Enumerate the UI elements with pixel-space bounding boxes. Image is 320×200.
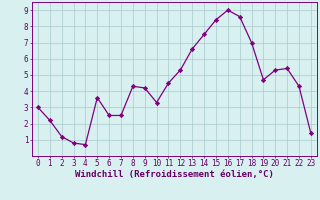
X-axis label: Windchill (Refroidissement éolien,°C): Windchill (Refroidissement éolien,°C) [75, 170, 274, 179]
